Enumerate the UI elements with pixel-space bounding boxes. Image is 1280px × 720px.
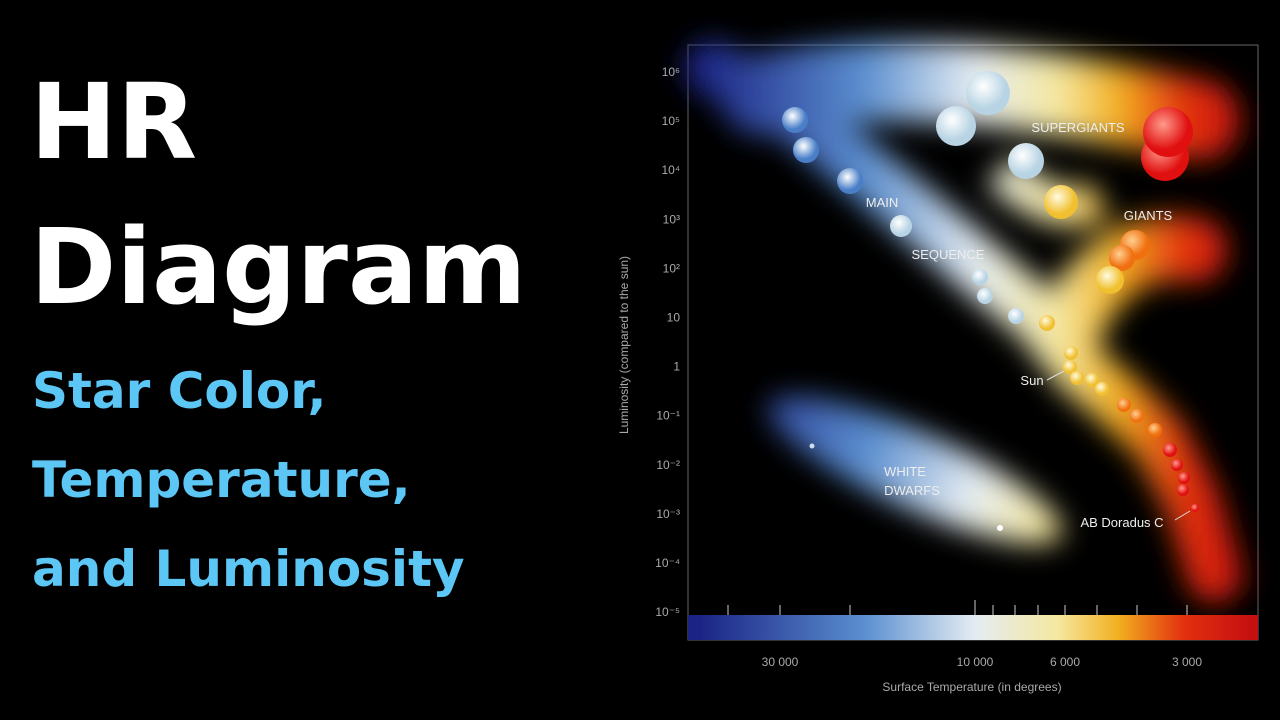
x-tick-marks — [727, 600, 1188, 615]
star-label: AB Doradus C — [1080, 515, 1163, 530]
y-tick-label: 10² — [663, 261, 680, 275]
region-label: MAIN — [866, 195, 899, 210]
region-label: WHITE — [884, 464, 926, 479]
x-tick-label: 3 000 — [1172, 655, 1202, 669]
stars — [782, 71, 1199, 531]
y-tick-label: 10⁵ — [662, 114, 680, 128]
x-tick-label: 30 000 — [762, 655, 799, 669]
y-tick-label: 10⁶ — [662, 65, 680, 79]
y-tick-label: 10⁻⁴ — [655, 556, 680, 570]
region-label: DWARFS — [884, 483, 940, 498]
x-tick-label: 6 000 — [1050, 655, 1080, 669]
x-axis-title: Surface Temperature (in degrees) — [882, 680, 1061, 694]
y-tick-label: 10⁻³ — [656, 507, 680, 521]
region-label: GIANTS — [1124, 208, 1173, 223]
y-tick-label: 10⁴ — [661, 163, 680, 177]
region-label: SUPERGIANTS — [1031, 120, 1125, 135]
region-label: SEQUENCE — [912, 247, 985, 262]
star-label: Sun — [1020, 373, 1043, 388]
subtitle: and Luminosity — [32, 540, 465, 598]
subtitle: Temperature, — [32, 451, 411, 509]
y-axis-title: Luminosity (compared to the sun) — [617, 256, 631, 434]
subtitle: Star Color, — [32, 362, 327, 420]
title: HR — [30, 61, 197, 183]
y-tick-label: 10 — [667, 311, 681, 325]
y-tick-label: 10³ — [663, 212, 680, 226]
title: Diagram — [30, 206, 526, 328]
x-tick-label: 10 000 — [957, 655, 994, 669]
y-tick-label: 1 — [673, 360, 680, 374]
y-tick-label: 10⁻¹ — [656, 409, 680, 423]
y-tick-label: 10⁻⁵ — [655, 605, 680, 619]
y-tick-label: 10⁻² — [656, 458, 680, 472]
color-bar — [688, 615, 1258, 640]
